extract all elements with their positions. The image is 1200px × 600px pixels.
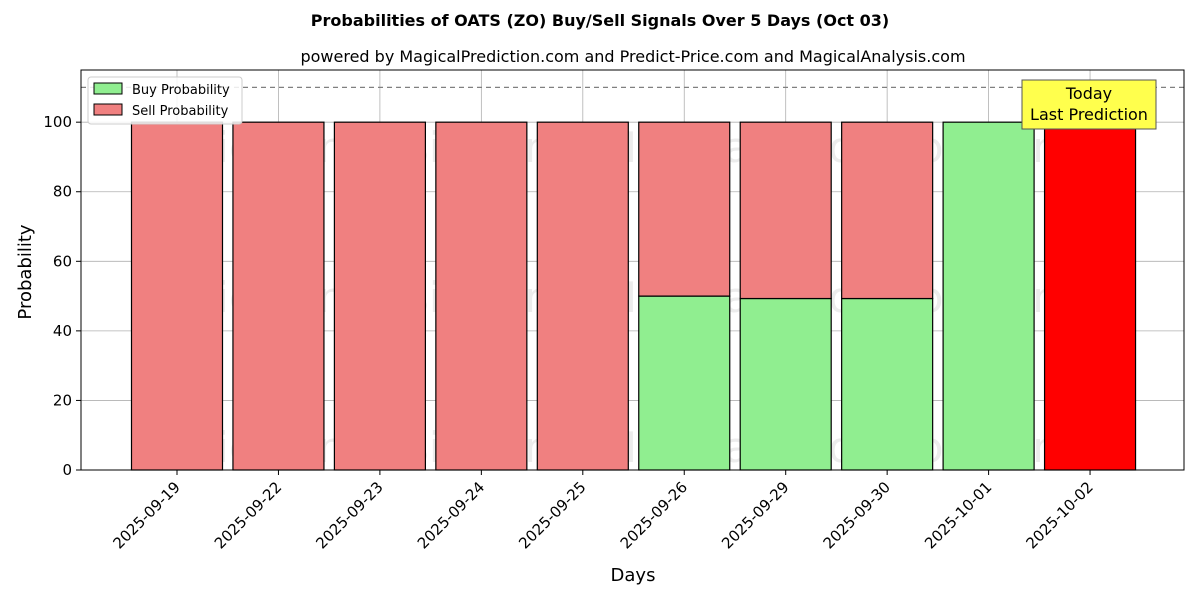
- y-tick-label: 0: [62, 461, 72, 479]
- x-tick-label: 2025-09-19: [109, 478, 183, 552]
- legend-label-sell: Sell Probability: [132, 104, 229, 119]
- bar-buy-2025-09-29: [739, 297, 832, 471]
- x-tick-label: 2025-09-22: [211, 478, 285, 552]
- bar-buy-2025-09-30: [841, 297, 934, 471]
- x-axis-label: Days: [611, 565, 656, 586]
- legend-frame: [87, 76, 243, 125]
- bar-buy-2025-09-26: [638, 295, 731, 471]
- x-tick-label: 2025-09-23: [312, 478, 386, 552]
- bar-sell-2025-09-30: [841, 121, 934, 300]
- bar-buy-2025-10-01: [942, 121, 1035, 471]
- bar-sell-2025-09-19: [130, 121, 224, 471]
- y-tick-label: 80: [53, 183, 72, 201]
- chart-title: Probabilities of OATS (ZO) Buy/Sell Sign…: [311, 11, 889, 30]
- x-tick-label: 2025-09-24: [414, 478, 488, 552]
- y-axis: 0 20 40 60 80 100: [43, 113, 81, 479]
- legend: Buy Probability Sell Probability: [87, 76, 243, 125]
- y-tick-label: 40: [53, 322, 72, 340]
- x-tick-label: 2025-09-25: [515, 478, 589, 552]
- y-tick-label: 60: [53, 252, 72, 270]
- x-tick-label: 2025-10-02: [1022, 478, 1096, 552]
- bar-sell-2025-09-22: [232, 121, 325, 471]
- legend-swatch-sell: [93, 103, 123, 116]
- bar-sell-2025-09-25: [536, 121, 629, 471]
- annotation-line-today: Today: [1065, 84, 1112, 103]
- bar-sell-2025-09-24: [435, 121, 528, 471]
- y-tick-label: 100: [43, 113, 72, 131]
- bar-sell-2025-09-26: [638, 121, 731, 297]
- x-tick-label: 2025-09-26: [617, 478, 691, 552]
- bar-sell-2025-09-29: [739, 121, 832, 300]
- bars: [130, 121, 1137, 471]
- bar-sell-2025-09-23: [333, 121, 426, 471]
- x-axis: 2025-09-19 2025-09-22 2025-09-23 2025-09-24…: [109, 470, 1097, 552]
- bar-sell-2025-10-02: [1043, 121, 1137, 471]
- legend-swatch-buy: [93, 82, 123, 95]
- x-tick-label: 2025-09-29: [718, 478, 792, 552]
- today-annotation: Today Last Prediction: [1021, 79, 1157, 130]
- plot-area-frame: [80, 69, 1185, 471]
- x-tick-label: 2025-10-01: [921, 478, 995, 552]
- x-tick-label: 2025-09-30: [820, 478, 894, 552]
- annotation-line-last-prediction: Last Prediction: [1030, 105, 1148, 124]
- annotation-box: [1021, 79, 1157, 130]
- chart-subtitle: powered by MagicalPrediction.com and Pre…: [300, 47, 965, 66]
- y-tick-label: 20: [53, 391, 72, 409]
- legend-label-buy: Buy Probability: [132, 83, 230, 98]
- y-axis-label: Probability: [15, 224, 36, 319]
